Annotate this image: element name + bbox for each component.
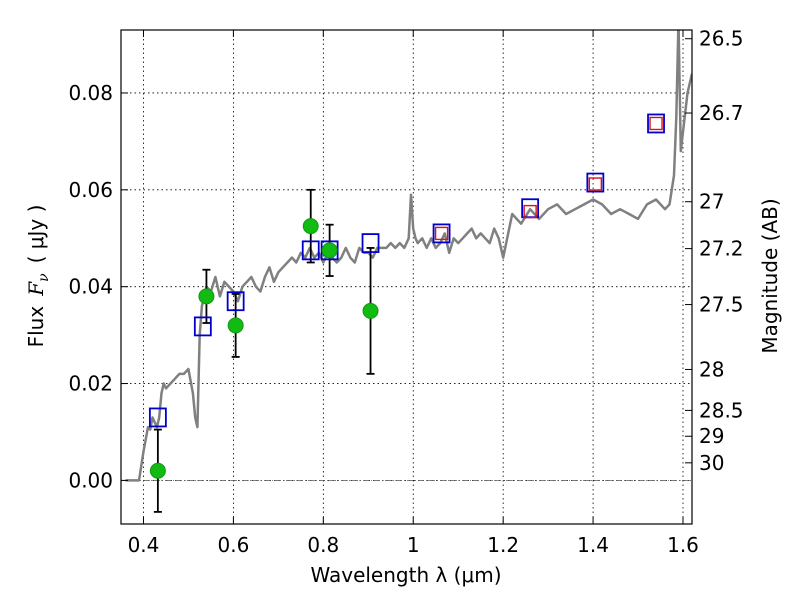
mag-tick-label: 26.5 [699, 27, 744, 51]
model-photometry-square [432, 223, 451, 244]
sed-model-line [125, 30, 692, 482]
model-photometry-layer [148, 113, 665, 428]
x-tick-label: 0.4 [128, 533, 160, 557]
y-tick-label: 0.08 [68, 81, 113, 105]
x-tick-label: 1.2 [487, 533, 519, 557]
ir-photometry-square [649, 116, 663, 131]
y-tick-label: 0.02 [68, 372, 113, 396]
model-photometry-square [193, 316, 212, 337]
model-photometry-square [301, 240, 320, 261]
y2-axis-label: Magnitude (AB) [758, 198, 782, 353]
model-photometry-square [226, 291, 245, 312]
sed-model-layer [125, 30, 692, 482]
mag-tick-label: 28.5 [699, 398, 744, 422]
ir-photometry-square [434, 226, 449, 241]
mag-tick-label: 27.2 [699, 237, 744, 261]
ir-photometry-square [588, 177, 603, 191]
observed-photometry-point [321, 242, 338, 259]
observed-photometry-point [198, 288, 215, 305]
observed-photometry-point [227, 317, 244, 334]
x-tick-label: 1 [407, 533, 420, 557]
mag-tick-label: 27.5 [699, 293, 744, 317]
ir-photometry-layer [434, 116, 663, 241]
model-photometry-square [586, 172, 605, 193]
y-tick-label: 0.00 [68, 468, 113, 492]
plot-frame [120, 29, 693, 525]
model-photometry-square [647, 113, 665, 134]
x-tick-label: 1.4 [577, 533, 609, 557]
observed-photometry-point [149, 462, 166, 479]
x-tick-label: 0.6 [217, 533, 249, 557]
x-tick-label: 0.8 [307, 533, 339, 557]
mag-tick-label: 28 [699, 357, 724, 381]
model-photometry-square [361, 233, 380, 253]
y-axis-label-symbol: F [24, 281, 48, 297]
mag-tick-label: 29 [699, 424, 724, 448]
y-axis-label-subscript: ν [36, 273, 52, 282]
y-axis-label-unit: ( μJy ) [24, 205, 48, 264]
ir-photometry-square [523, 204, 537, 219]
y-tick-label: 0.06 [68, 178, 113, 202]
mag-tick-label: 27 [699, 190, 724, 214]
y-axis-label-text: Flux [24, 306, 48, 348]
y-axis-label: Flux Fν ( μJy ) [24, 205, 52, 348]
observed-photometry-point [302, 218, 319, 235]
observed-photometry-layer [149, 218, 379, 479]
observed-photometry-point [362, 302, 379, 319]
x-axis-label: Wavelength λ (μm) [310, 563, 501, 587]
x-tick-label: 1.6 [667, 533, 699, 557]
mag-tick-label: 30 [699, 451, 724, 475]
mag-tick-label: 26.7 [699, 101, 744, 125]
y-tick-label: 0.04 [68, 275, 113, 299]
model-photometry-square [148, 407, 167, 428]
error-bars [153, 188, 375, 513]
ticks: 0.4 0.6 0.8 1 1.2 1.4 1.6 0.00 0.02 0.04 0.06 0.08 2… [68, 27, 743, 557]
grid [121, 30, 692, 524]
